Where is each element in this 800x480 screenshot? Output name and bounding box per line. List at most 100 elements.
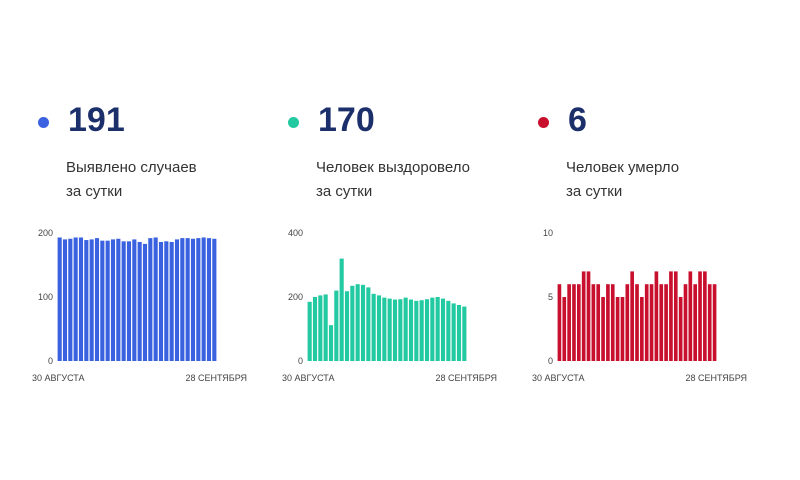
y-tick-label: 200 xyxy=(288,292,303,302)
bar xyxy=(446,300,451,361)
bullet-dot-icon xyxy=(538,117,549,128)
y-tick-label: 400 xyxy=(288,228,303,238)
y-tick-label: 0 xyxy=(548,356,553,366)
bar xyxy=(610,284,615,361)
bar xyxy=(408,299,414,361)
bar xyxy=(323,294,328,361)
panel-deaths: 6 Человек умерло за сутки 0 5 10 30 АВГУСТА… xyxy=(532,0,788,480)
bar xyxy=(100,240,105,361)
bar xyxy=(654,271,659,361)
x-start-label: 30 АВГУСТА xyxy=(32,373,85,383)
bar xyxy=(174,239,180,361)
bar xyxy=(678,297,683,361)
bar xyxy=(572,284,576,361)
bar xyxy=(366,287,371,361)
bar xyxy=(339,258,344,361)
cases-period: за сутки xyxy=(66,183,123,200)
bar xyxy=(596,284,601,361)
bar xyxy=(419,300,424,361)
deaths-value: 6 xyxy=(568,101,587,139)
cases-chart: 0 100 200 30 АВГУСТА 28 СЕНТЯБРЯ xyxy=(32,228,247,383)
bar xyxy=(94,238,100,361)
bullet-dot-icon xyxy=(288,117,299,128)
bar xyxy=(712,284,717,361)
deaths-period: за сутки xyxy=(566,183,623,200)
bar xyxy=(698,271,702,361)
recovered-label: Человек выздоровело xyxy=(316,159,470,176)
bar xyxy=(693,284,698,361)
bar xyxy=(169,241,174,361)
bar xyxy=(334,290,339,361)
bar xyxy=(307,301,312,361)
bar xyxy=(620,297,625,361)
bar xyxy=(567,284,571,361)
bar xyxy=(382,297,387,361)
x-end-label: 28 СЕНТЯБРЯ xyxy=(185,373,247,383)
bar xyxy=(164,241,169,361)
bar xyxy=(669,271,673,361)
bar xyxy=(440,298,446,361)
bar xyxy=(644,284,649,361)
bar xyxy=(601,297,605,361)
bar xyxy=(673,271,678,361)
bar xyxy=(462,306,467,361)
recovered-period: за сутки xyxy=(316,183,373,200)
y-tick-label: 100 xyxy=(38,292,53,302)
bar xyxy=(640,297,644,361)
panel-cases: 191 Выявлено случаев за сутки 0 100 200 30 … xyxy=(32,0,288,480)
bar xyxy=(664,284,668,361)
bar xyxy=(201,237,206,361)
bar xyxy=(703,271,707,361)
bar xyxy=(126,241,132,361)
bar xyxy=(142,243,148,361)
x-end-label: 28 СЕНТЯБРЯ xyxy=(435,373,497,383)
bar xyxy=(212,238,217,361)
bar xyxy=(73,237,78,361)
bar xyxy=(137,241,142,361)
bar xyxy=(110,239,116,361)
y-tick-label: 200 xyxy=(38,228,53,238)
bar xyxy=(403,297,408,361)
bar xyxy=(206,238,212,361)
bar xyxy=(328,325,334,361)
bar xyxy=(148,238,153,361)
bar xyxy=(121,241,126,361)
deaths-chart: 0 5 10 30 АВГУСТА 28 СЕНТЯБРЯ xyxy=(532,228,747,383)
y-tick-label: 10 xyxy=(543,228,553,238)
bar xyxy=(132,239,137,361)
bar xyxy=(392,299,398,361)
cases-value: 191 xyxy=(68,101,125,139)
bar xyxy=(180,238,185,361)
x-start-label: 30 АВГУСТА xyxy=(532,373,585,383)
bar xyxy=(581,271,586,361)
bar xyxy=(414,300,419,361)
bar xyxy=(576,284,581,361)
bar xyxy=(344,291,350,361)
bar xyxy=(683,284,688,361)
bar xyxy=(707,284,712,361)
bar xyxy=(68,238,73,361)
bar xyxy=(158,241,164,361)
bar xyxy=(635,284,639,361)
bar xyxy=(424,299,430,361)
x-start-label: 30 АВГУСТА xyxy=(282,373,335,383)
panel-recovered: 170 Человек выздоровело за сутки 0 200 400… xyxy=(282,0,538,480)
bar xyxy=(586,271,591,361)
bar xyxy=(153,237,158,361)
bar xyxy=(649,284,654,361)
x-end-label: 28 СЕНТЯБРЯ xyxy=(685,373,747,383)
bar xyxy=(78,237,84,361)
bar xyxy=(562,297,567,361)
bar xyxy=(625,284,630,361)
bar xyxy=(387,298,392,361)
bar xyxy=(435,297,440,361)
bar xyxy=(350,285,355,361)
bar xyxy=(355,284,360,361)
bar xyxy=(116,238,121,361)
y-tick-label: 5 xyxy=(548,292,553,302)
bar xyxy=(318,295,323,361)
bar xyxy=(688,271,693,361)
bullet-dot-icon xyxy=(38,117,49,128)
recovered-value: 170 xyxy=(318,101,375,139)
y-tick-label: 0 xyxy=(298,356,303,366)
